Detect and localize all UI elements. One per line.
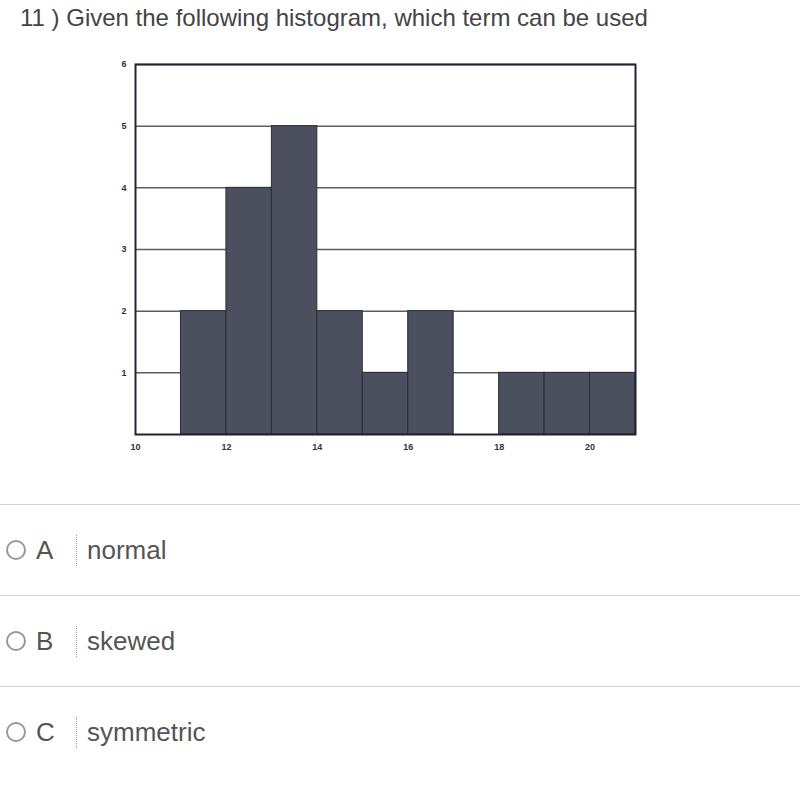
- svg-text:14: 14: [312, 442, 322, 452]
- svg-text:18: 18: [494, 442, 504, 452]
- svg-text:5: 5: [121, 121, 126, 131]
- svg-text:1: 1: [121, 368, 126, 378]
- html-text:11 ) Given the following histo: 11 ) Given the following histogram, whic…: [20, 4, 648, 31]
- html-text:symmetric: symmetric: [87, 716, 206, 747]
- svg-text:10: 10: [130, 442, 140, 452]
- svg-text:3: 3: [121, 244, 126, 254]
- svg-text:4: 4: [121, 183, 126, 193]
- svg-text:6: 6: [121, 59, 126, 69]
- html-text:C: C: [36, 716, 55, 747]
- svg-text:12: 12: [221, 442, 231, 452]
- html-text:normal: normal: [87, 534, 167, 565]
- html-text:skewed: skewed: [87, 625, 176, 656]
- html-text:B: B: [36, 625, 54, 656]
- svg-text:16: 16: [403, 442, 413, 452]
- svg-text:20: 20: [585, 442, 595, 452]
- svg-text:2: 2: [121, 306, 126, 316]
- html-text:A: A: [36, 534, 54, 565]
